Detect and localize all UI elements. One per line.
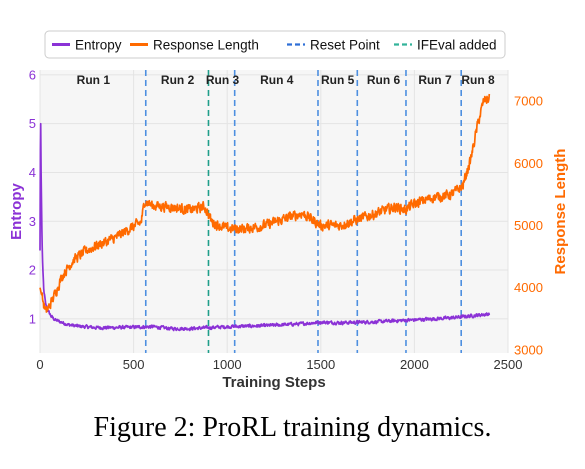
x-axis-label: Training Steps	[222, 374, 325, 391]
y-left-tick-label: 1	[29, 311, 36, 326]
legend-label: IFEval added	[417, 37, 497, 52]
x-tick-label: 1500	[306, 357, 335, 372]
run-label: Run 3	[206, 73, 240, 87]
run-label: Run 8	[461, 73, 495, 87]
y-right-tick-label: 3000	[514, 342, 543, 357]
run-label: Run 6	[367, 73, 401, 87]
legend-label: Entropy	[75, 37, 122, 52]
x-tick-label: 1000	[213, 357, 242, 372]
legend-label: Response Length	[153, 37, 259, 52]
run-label: Run 7	[418, 73, 452, 87]
legend-box	[44, 30, 506, 59]
y-right-tick-label: 4000	[514, 280, 543, 295]
run-label: Run 5	[321, 73, 355, 87]
y-left-tick-label: 4	[29, 165, 36, 180]
legend: Entropy Response Length Reset Point IFEval …	[44, 30, 506, 59]
x-tick-label: 500	[123, 357, 145, 372]
figure-caption: Figure 2: ProRL training dynamics.	[93, 412, 492, 443]
response-length-line	[39, 93, 491, 313]
series-lines	[39, 93, 491, 332]
legend-label: Reset Point	[310, 37, 380, 52]
y-right-tick-label: 6000	[514, 156, 543, 171]
run-label: Run 1	[77, 73, 111, 87]
axis-labels: Training Steps Entropy Response Length	[8, 149, 569, 391]
run-label: Run 4	[260, 73, 294, 87]
y-right-tick-label: 5000	[514, 218, 543, 233]
chart: Run 1 Run 2 Run 3 Run 4 Run 5 Run 6 Run 7 Run 8…	[8, 30, 569, 391]
run-labels: Run 1 Run 2 Run 3 Run 4 Run 5 Run 6 Run 7 Run 8	[77, 73, 495, 87]
run-label: Run 2	[161, 73, 195, 87]
y-right-tick-label: 7000	[514, 94, 543, 109]
y-left-tick-label: 3	[29, 214, 36, 229]
y-left-tick-label: 2	[29, 263, 36, 278]
entropy-line	[39, 122, 491, 332]
y-left-tick-label: 6	[29, 67, 36, 82]
y-right-axis-label: Response Length	[552, 149, 569, 275]
axis-ticks: 0 500 1000 1500 2000 2500 1 2 3 4 5 6 3000 4000 5000 60…	[29, 67, 543, 372]
y-left-axis-label: Entropy	[8, 183, 25, 240]
y-left-tick-label: 5	[29, 116, 36, 131]
plot-area	[40, 70, 508, 353]
x-tick-label: 2500	[494, 357, 523, 372]
x-tick-label: 2000	[400, 357, 429, 372]
x-tick-label: 0	[36, 357, 43, 372]
